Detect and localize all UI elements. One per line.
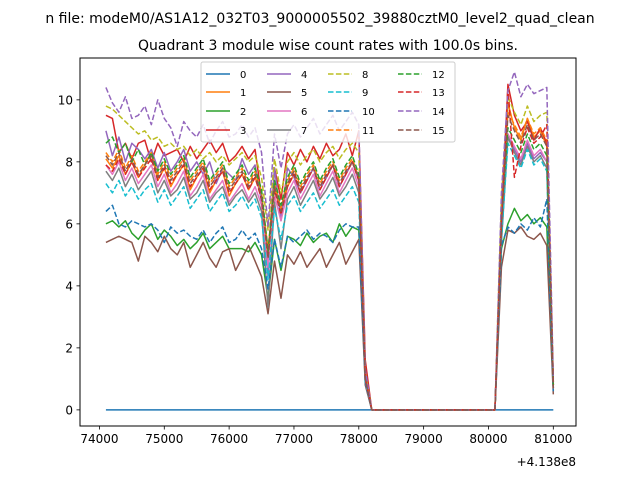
legend-label-13: 13 (432, 88, 445, 99)
x-tick-label: 75000 (145, 432, 183, 446)
legend-label-10: 10 (362, 107, 375, 118)
series-line-15 (105, 114, 555, 411)
chart-title: Quadrant 3 module wise count rates with … (138, 38, 518, 54)
x-tick-label: 81000 (534, 432, 572, 446)
legend-label-7: 7 (301, 126, 307, 137)
legend-label-2: 2 (240, 107, 246, 118)
legend-label-14: 14 (432, 107, 445, 118)
x-tick-label: 76000 (210, 432, 248, 446)
legend-box (200, 61, 456, 143)
series-line-13 (105, 86, 555, 411)
y-tick-label: 10 (58, 93, 73, 107)
legend-label-8: 8 (362, 70, 368, 81)
y-axis-ticks: 0 2 4 6 8 10 (58, 93, 80, 417)
x-tick-label: 74000 (80, 432, 118, 446)
y-tick-label: 2 (65, 341, 73, 355)
legend-label-11: 11 (362, 126, 375, 137)
series-line-12 (105, 127, 555, 411)
x-tick-label: 78000 (340, 432, 378, 446)
plot-frame (79, 57, 577, 427)
legend-label-6: 6 (301, 107, 307, 118)
x-tick-label: 80000 (469, 432, 507, 446)
y-tick-label: 0 (65, 403, 73, 417)
legend-label-3: 3 (240, 126, 246, 137)
legend-label-0: 0 (240, 70, 246, 81)
figure-suptitle: n file: modeM0/AS1A12_032T03_9000005502_… (45, 11, 594, 27)
x-tick-label: 77000 (275, 432, 313, 446)
x-tick-label: 79000 (405, 432, 443, 446)
x-axis-offset-label: +4.138e8 (517, 455, 576, 469)
y-tick-label: 8 (65, 155, 73, 169)
y-tick-label: 6 (65, 217, 73, 231)
legend-label-9: 9 (362, 88, 368, 99)
legend-label-4: 4 (301, 70, 307, 81)
y-tick-label: 4 (65, 279, 73, 293)
legend-label-15: 15 (432, 126, 445, 137)
legend-label-12: 12 (432, 70, 445, 81)
legend-label-5: 5 (301, 88, 307, 99)
x-axis-ticks: 74000 75000 76000 77000 78000 79000 80000 81000 (80, 426, 572, 446)
legend-label-1: 1 (240, 88, 246, 99)
